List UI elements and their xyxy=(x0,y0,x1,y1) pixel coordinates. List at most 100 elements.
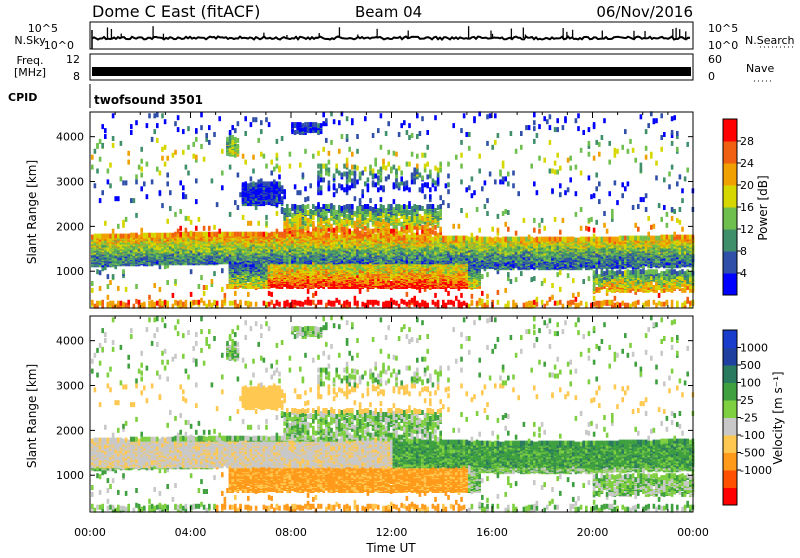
power-cell xyxy=(109,183,112,188)
power-cell xyxy=(315,227,318,232)
power-cell xyxy=(252,232,255,237)
power-cell xyxy=(190,292,193,297)
power-cell xyxy=(276,229,279,234)
power-cell xyxy=(346,116,349,121)
power-cell xyxy=(265,215,268,220)
power-cell xyxy=(130,198,133,203)
power-cell xyxy=(198,232,201,237)
power-cell xyxy=(239,300,242,305)
power-cell xyxy=(328,300,331,305)
power-cell xyxy=(299,163,302,168)
power-cell xyxy=(312,204,315,209)
power-cell xyxy=(354,178,357,183)
power-cell xyxy=(221,268,224,273)
power-cell xyxy=(244,181,247,186)
power-cell xyxy=(211,279,214,284)
power-cell xyxy=(263,301,266,306)
power-cell xyxy=(216,301,219,306)
power-cell xyxy=(317,151,320,156)
power-cell xyxy=(265,164,268,169)
nave-label: Nave xyxy=(746,62,774,75)
power-cell xyxy=(276,164,279,169)
power-cell xyxy=(299,205,302,210)
power-cell xyxy=(187,216,190,221)
power-cell xyxy=(182,302,185,307)
power-cell xyxy=(192,142,195,147)
power-cell xyxy=(346,214,349,219)
power-cell xyxy=(234,200,237,205)
power-cell xyxy=(354,221,357,226)
power-cell xyxy=(104,134,107,139)
power-cell xyxy=(224,298,227,303)
power-cell xyxy=(140,186,143,191)
power-cell xyxy=(351,231,354,236)
power-cell xyxy=(234,232,237,237)
power-cell xyxy=(143,233,146,238)
power-cell xyxy=(229,137,232,142)
power-cell xyxy=(231,125,234,130)
power-cell xyxy=(203,157,206,162)
power-cell xyxy=(120,234,123,239)
power-cell xyxy=(200,298,203,303)
power-cell xyxy=(325,211,328,216)
power-cell xyxy=(250,122,253,127)
power-cell xyxy=(270,181,273,186)
power-cell xyxy=(317,171,320,176)
power-cell xyxy=(195,137,198,142)
power-cell xyxy=(320,300,323,305)
power-cell xyxy=(257,221,260,226)
power-cell xyxy=(114,234,117,239)
power-cell xyxy=(335,226,338,231)
power-cell xyxy=(252,181,255,186)
power-cell xyxy=(107,295,110,300)
power-cell xyxy=(107,179,110,184)
power-cell xyxy=(255,302,258,307)
power-cell xyxy=(185,216,188,221)
power-cell xyxy=(239,192,242,197)
power-cell xyxy=(101,143,104,148)
power-cell xyxy=(146,194,149,199)
power-cell xyxy=(307,218,310,223)
power-cell xyxy=(304,122,307,127)
power-cell xyxy=(125,180,128,185)
power-cell xyxy=(195,155,198,160)
power-cell xyxy=(101,234,104,239)
power-cell xyxy=(307,196,310,201)
power-cell xyxy=(107,274,110,279)
power-cell xyxy=(213,300,216,305)
power-cell xyxy=(304,149,307,154)
power-cell xyxy=(354,211,357,216)
power-cell xyxy=(107,169,110,174)
power-cell xyxy=(299,213,302,218)
power-cell xyxy=(109,163,112,168)
power-cell xyxy=(138,300,141,305)
power-cell xyxy=(343,164,346,169)
power-cell xyxy=(244,301,247,306)
power-cell xyxy=(328,185,331,190)
power-cell xyxy=(244,232,247,237)
power-cell xyxy=(351,152,354,157)
power-cell xyxy=(307,289,310,294)
power-cell xyxy=(356,166,359,171)
power-cell xyxy=(291,230,294,235)
power-cell xyxy=(185,228,188,233)
power-cell xyxy=(140,147,143,152)
power-cell xyxy=(161,233,164,238)
power-cell xyxy=(307,122,310,127)
power-cell xyxy=(151,179,154,184)
power-cell xyxy=(234,128,237,133)
power-cell xyxy=(120,141,123,146)
power-cell xyxy=(268,122,271,127)
power-cell xyxy=(356,134,359,139)
noise-left-top-tick: 10^5 xyxy=(28,22,58,35)
power-cell xyxy=(203,301,206,306)
power-cell xyxy=(354,296,357,301)
power-cell xyxy=(328,218,331,223)
power-cell xyxy=(198,217,201,222)
power-cell xyxy=(291,213,294,218)
power-cell xyxy=(294,122,297,127)
power-cell xyxy=(289,152,292,157)
power-cell xyxy=(320,185,323,190)
power-cell xyxy=(312,300,315,305)
